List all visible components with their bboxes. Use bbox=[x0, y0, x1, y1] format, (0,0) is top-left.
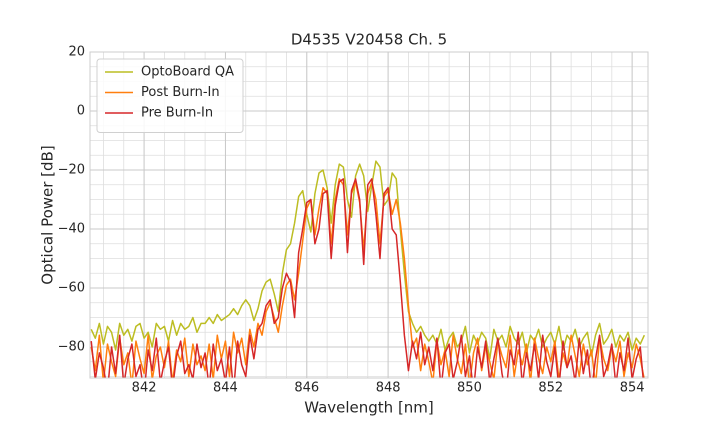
chart-title: D4535 V20458 Ch. 5 bbox=[291, 31, 447, 49]
x-tick-label: 846 bbox=[294, 381, 319, 396]
x-tick-label: 842 bbox=[132, 381, 157, 396]
x-tick-label: 854 bbox=[620, 381, 645, 396]
legend-label: Post Burn-In bbox=[141, 85, 220, 100]
x-axis-label: Wavelength [nm] bbox=[304, 399, 434, 417]
y-tick-label: −20 bbox=[58, 163, 85, 178]
y-tick-label: −60 bbox=[58, 281, 85, 296]
series-line bbox=[90, 178, 644, 378]
legend-label: Pre Burn-In bbox=[141, 106, 213, 121]
x-tick-label: 848 bbox=[376, 381, 401, 396]
x-tick-label: 850 bbox=[457, 381, 482, 396]
legend: OptoBoard QA Post Burn-In Pre Burn-In bbox=[96, 58, 244, 133]
series-line bbox=[90, 160, 646, 360]
x-tick-label: 852 bbox=[538, 381, 563, 396]
x-tick-label: 844 bbox=[213, 381, 238, 396]
legend-box bbox=[96, 58, 244, 133]
legend-label: OptoBoard QA bbox=[141, 65, 234, 80]
y-tick-label: −40 bbox=[58, 222, 85, 237]
plot-frame bbox=[89, 51, 649, 379]
y-axis-label: Optical Power [dB] bbox=[39, 145, 57, 284]
y-tick-label: 20 bbox=[68, 45, 85, 60]
plot-lines bbox=[90, 160, 646, 378]
labels: 842 844 846 848 850 852 854 20 0 −20 −40 −60 −80 bbox=[58, 45, 645, 396]
y-tick-label: −80 bbox=[58, 340, 85, 355]
y-tick-label: 0 bbox=[77, 104, 85, 119]
